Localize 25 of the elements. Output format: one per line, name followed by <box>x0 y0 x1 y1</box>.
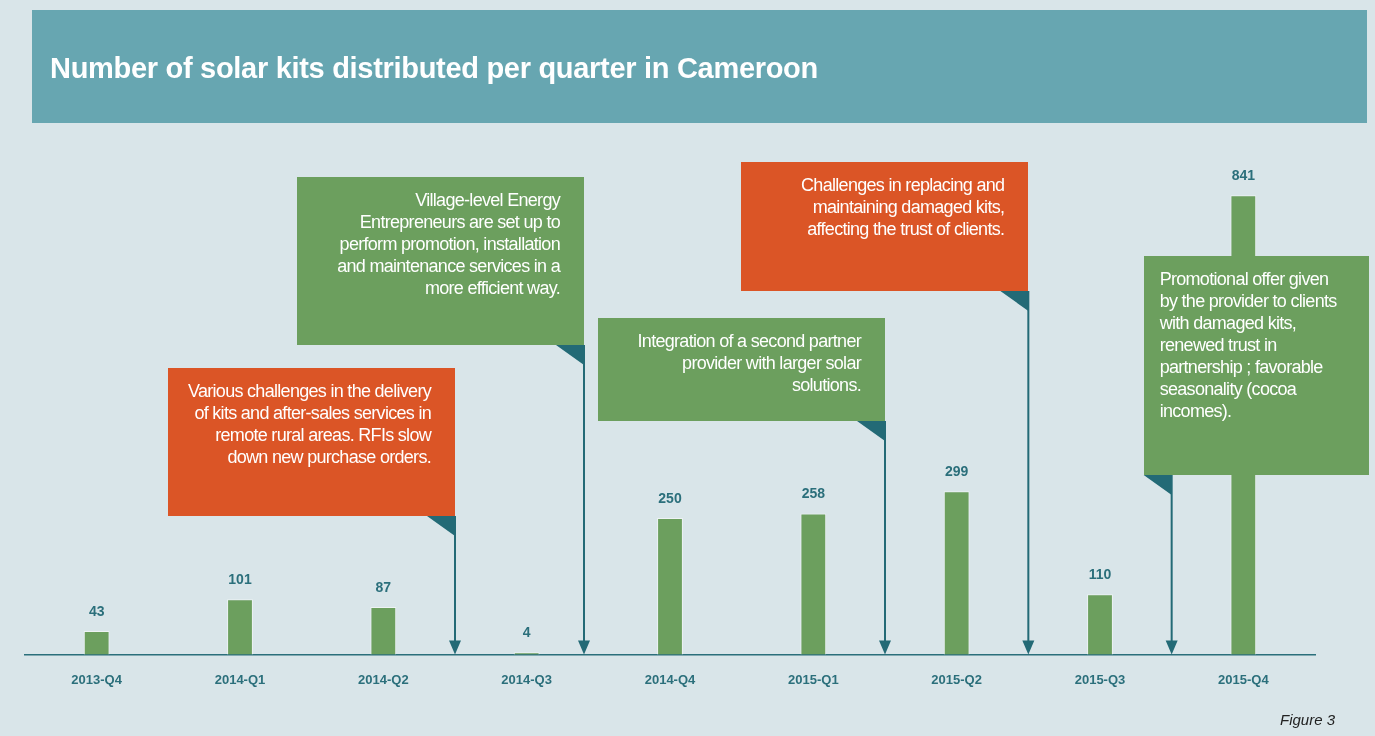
data-label: 250 <box>658 489 682 506</box>
data-label: 299 <box>944 463 969 480</box>
data-label: 4 <box>522 624 531 641</box>
x-tick-label: 2015-Q1 <box>788 671 839 687</box>
caption: Figure 3 <box>1279 711 1335 728</box>
data-label: 258 <box>801 485 826 502</box>
chart-title: Number of solar kits distributed per quarter in Cameroon <box>50 52 818 85</box>
callout-box: Village-level Energy Entrepreneurs are set up to perform promotion, installation and maintenance services in a more efficient way. <box>297 177 584 345</box>
x-tick-label: 2014-Q3 <box>501 671 552 687</box>
x-tick-label: 2015-Q2 <box>931 671 982 687</box>
callout-box: Various challenges in the delivery of kits and after-sales services in remote rural areas. RFIs slow down new purchase orders. <box>168 368 455 516</box>
data-label: 110 <box>1088 566 1112 583</box>
data-label: 43 <box>88 602 105 619</box>
data-label: 87 <box>375 578 392 595</box>
data-label: 101 <box>228 571 252 588</box>
callout-box: Challenges in replacing and maintaining damaged kits, affecting the trust of clients. <box>741 162 1029 291</box>
x-tick-label: 2015-Q3 <box>1074 671 1126 687</box>
callout-box: Integration of a second partner provider with larger solar solutions. <box>598 318 885 421</box>
callout-box: Promotional offer given by the provider to clients with damaged kits, renewed trust in partnership ; favorable seasonality (cocoa incomes). <box>1143 256 1369 475</box>
x-tick-label: 2013-Q4 <box>71 671 123 687</box>
x-tick-label: 2014-Q1 <box>214 671 266 687</box>
x-tick-label: 2015-Q4 <box>1218 671 1270 687</box>
data-label: 841 <box>1231 167 1256 184</box>
x-tick-label: 2014-Q4 <box>644 671 697 687</box>
x-tick-label: 2014-Q2 <box>358 671 409 687</box>
